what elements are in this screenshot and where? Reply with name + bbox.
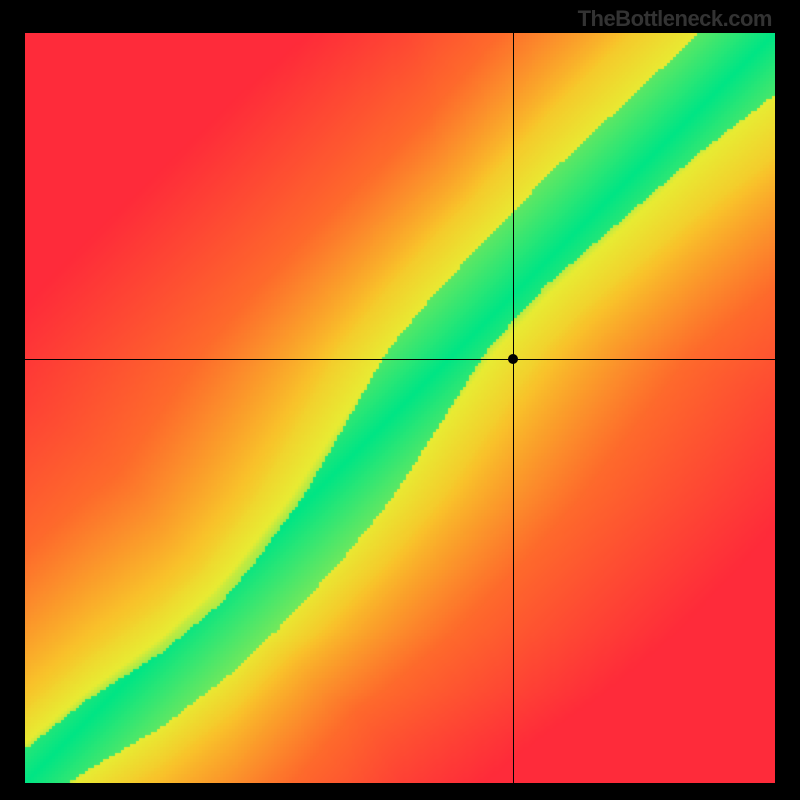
crosshair-dot	[508, 354, 518, 364]
watermark: TheBottleneck.com	[578, 6, 772, 32]
crosshair-horizontal	[25, 359, 775, 360]
bottleneck-heatmap	[25, 33, 775, 783]
crosshair-vertical	[513, 33, 514, 783]
heatmap-canvas	[25, 33, 775, 783]
